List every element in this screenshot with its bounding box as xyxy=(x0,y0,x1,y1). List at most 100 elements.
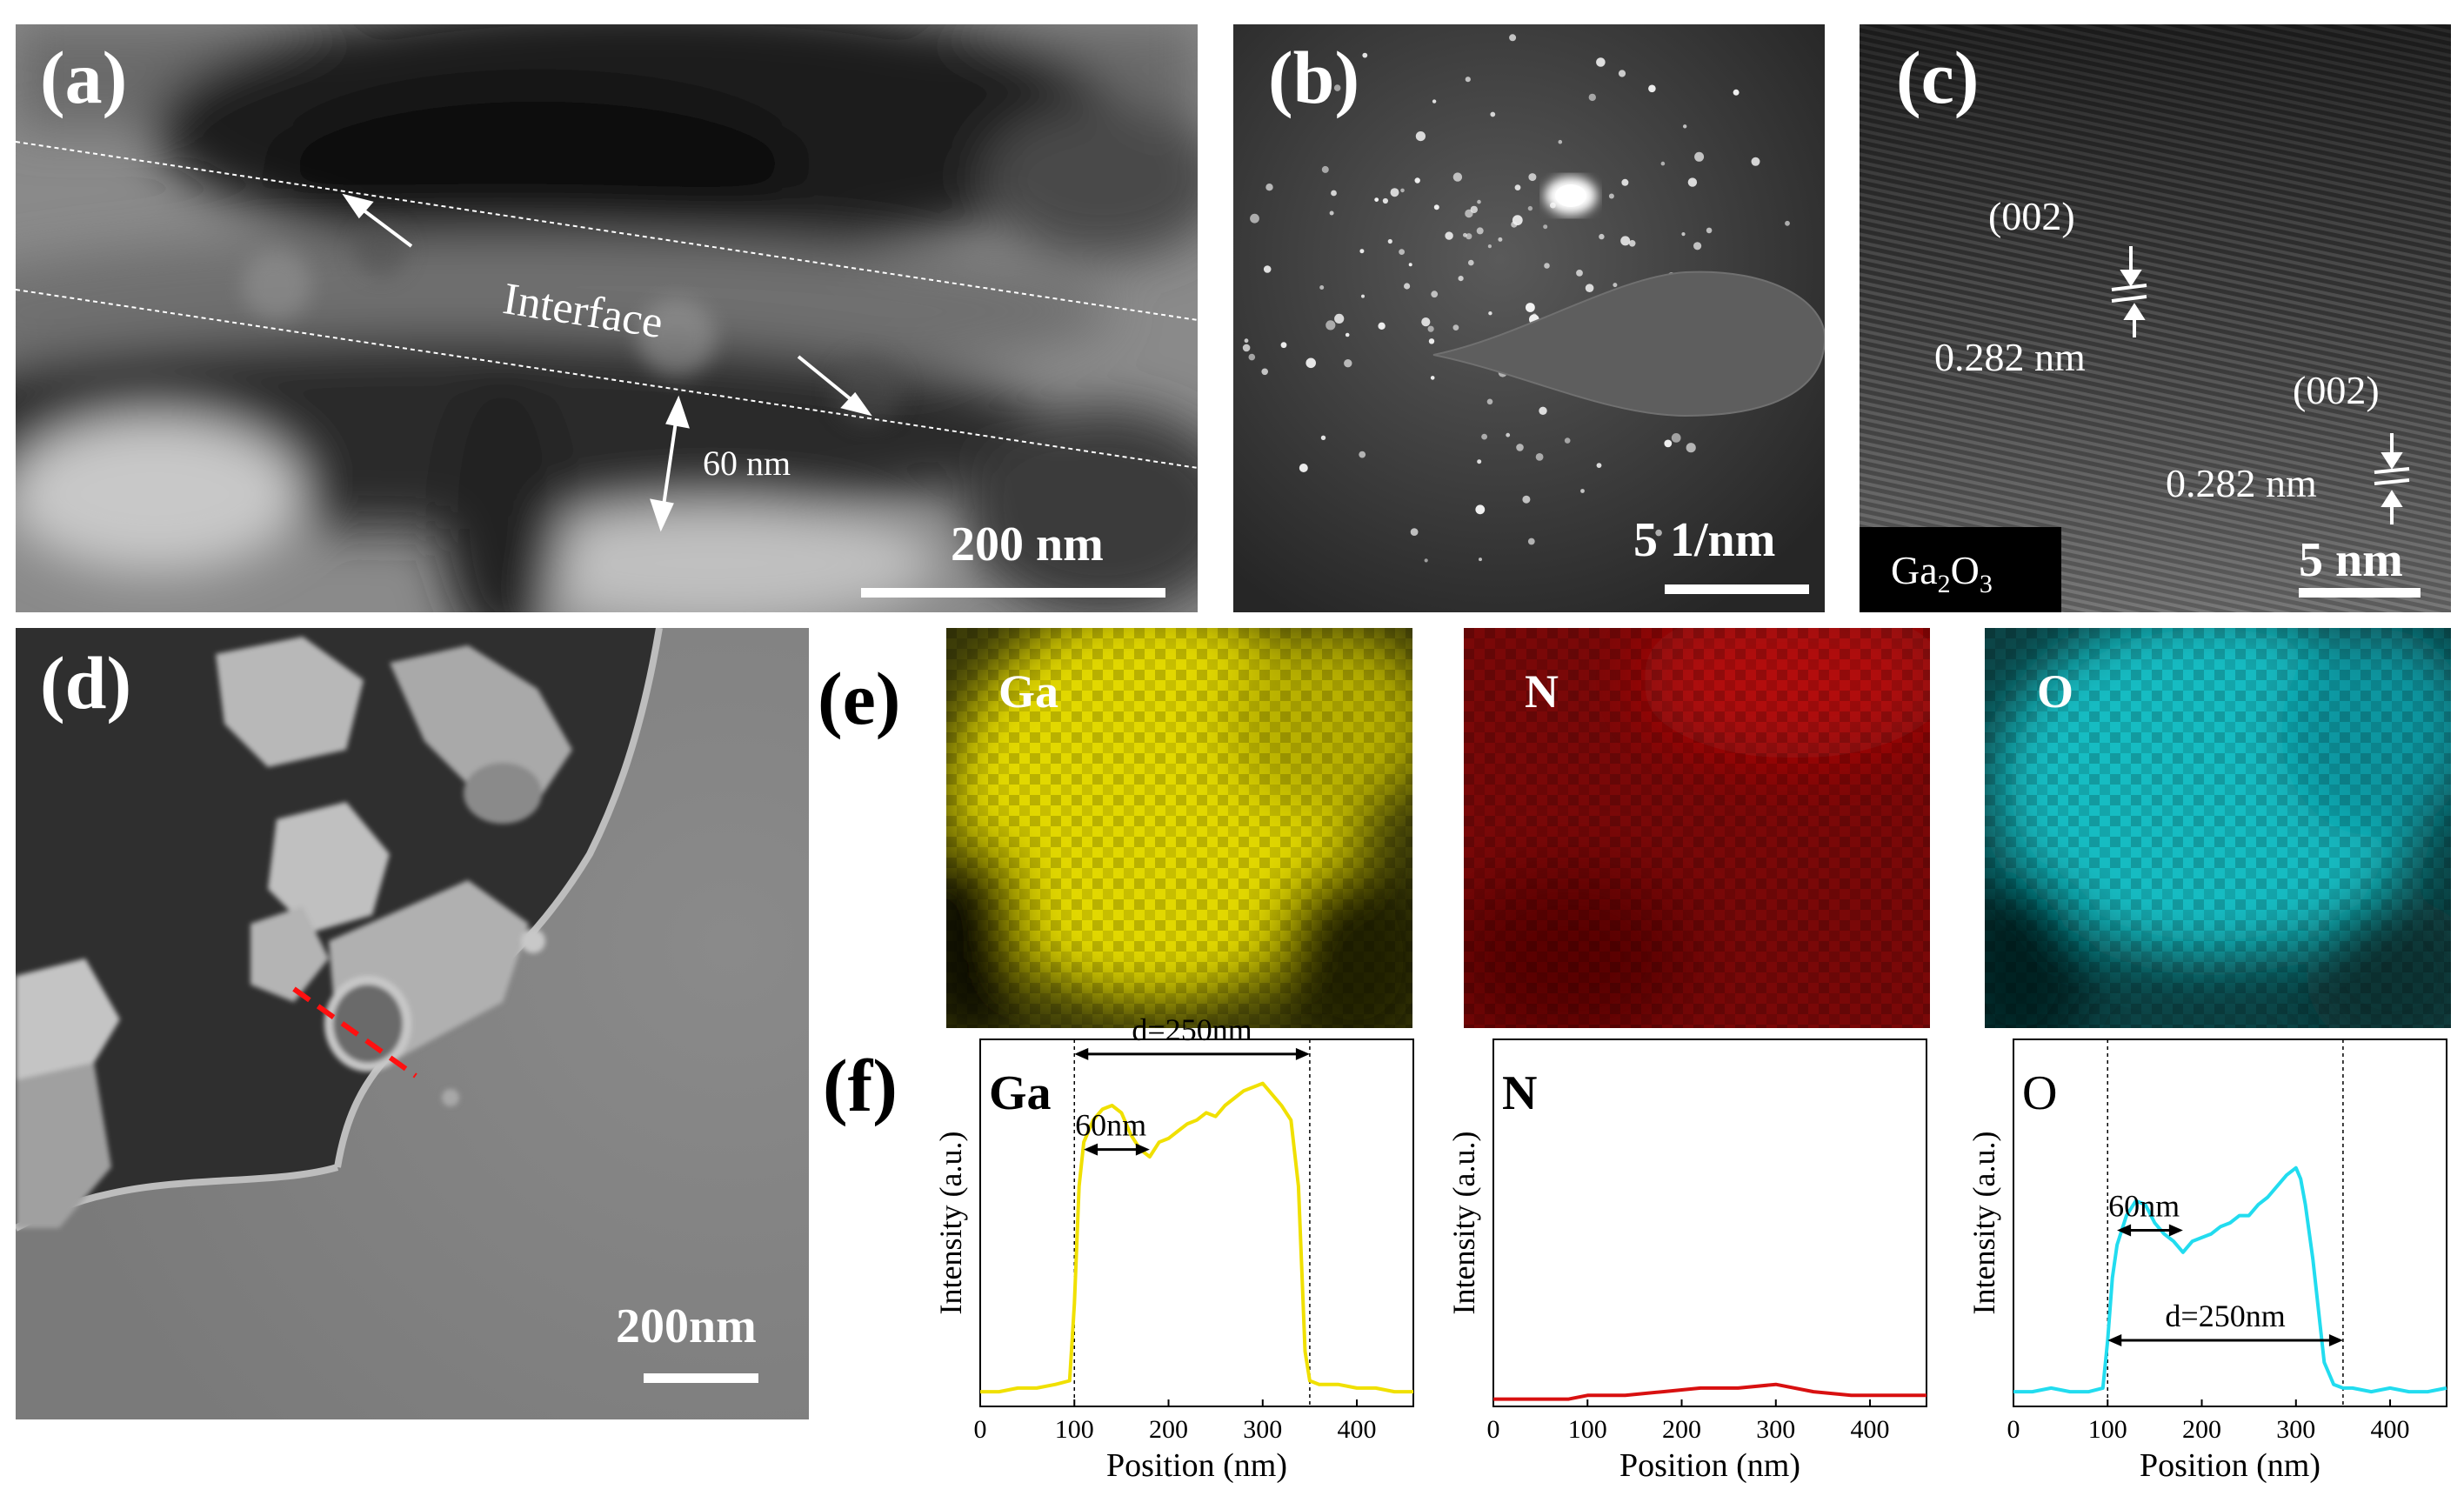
diffraction-spot xyxy=(1265,184,1273,191)
diffraction-spot xyxy=(1544,263,1550,269)
diffraction-spot xyxy=(1433,204,1439,210)
phase-ga: Ga xyxy=(1891,548,1938,592)
diffraction-spot xyxy=(1613,283,1618,288)
diffraction-spot xyxy=(1655,529,1662,537)
diffraction-spot xyxy=(1596,57,1606,67)
diffraction-spot xyxy=(1321,165,1329,173)
x-tick-label: 400 xyxy=(2371,1415,2410,1444)
diffraction-spot xyxy=(1706,227,1713,234)
diffraction-spot xyxy=(1250,213,1259,224)
x-tick-label: 100 xyxy=(1568,1415,1607,1444)
diffraction-spot xyxy=(1428,338,1435,344)
arrowhead xyxy=(1135,1143,1150,1156)
diffraction-spot xyxy=(1408,263,1412,267)
profile-line-o xyxy=(2013,1165,2447,1394)
hrtem-graphic xyxy=(1860,24,2451,612)
line-scan-path xyxy=(292,986,417,1079)
diffraction-spot xyxy=(1399,249,1405,255)
eds-map-ga-graphic xyxy=(946,628,1412,1028)
diffraction-spot xyxy=(1479,558,1482,562)
diffraction-spot xyxy=(1432,99,1437,104)
diffraction-spot xyxy=(1660,161,1666,166)
arrow-interface-upper xyxy=(357,205,413,248)
diffraction-spot xyxy=(1430,376,1435,380)
arrowhead xyxy=(1084,1143,1098,1156)
diffraction-spot xyxy=(1421,317,1431,327)
diffraction-spot xyxy=(1244,338,1249,344)
diffraction-spot xyxy=(1509,34,1517,42)
panel-d-label: (d) xyxy=(40,641,132,725)
diffraction-spot xyxy=(1487,244,1492,249)
diffraction-spot xyxy=(1305,357,1316,369)
plot-frame xyxy=(1492,1039,1927,1407)
scale-bar-label-a: 200 nm xyxy=(951,518,1104,571)
panel-b-label: (b) xyxy=(1268,36,1360,119)
diffraction-spot xyxy=(1334,313,1345,324)
phase-label: Ga2O3 xyxy=(1891,551,1993,598)
diffraction-spot xyxy=(1361,294,1365,298)
diffraction-spot xyxy=(1378,322,1386,330)
diffraction-spot xyxy=(1431,291,1439,298)
panel-c-hrtem: (c) (002) 0.282 nm (002) 0.282 nm Ga2O3 … xyxy=(1860,24,2451,612)
diffraction-spot xyxy=(1486,398,1493,405)
diffraction-spot xyxy=(1671,433,1681,443)
panel-f-label: (f) xyxy=(823,1044,898,1127)
x-axis-label: Position (nm) xyxy=(1619,1447,1800,1484)
panel-c-label: (c) xyxy=(1896,36,1980,119)
eds-map-o-label: O xyxy=(2037,665,2074,718)
diffraction-spot xyxy=(1558,139,1563,144)
diffraction-spot xyxy=(1733,89,1739,96)
diffraction-spot xyxy=(1686,443,1696,453)
dimension-label: d=250nm xyxy=(2165,1299,2285,1333)
arrowhead xyxy=(2117,1224,2132,1237)
diffraction-spot xyxy=(1475,504,1486,515)
diffraction-spot xyxy=(1320,435,1326,440)
phase-label-box xyxy=(1860,527,2061,612)
x-tick-label: 200 xyxy=(2182,1415,2221,1444)
diffraction-spot xyxy=(1599,233,1605,240)
eds-map-ga-label: Ga xyxy=(998,665,1059,718)
scale-bar-b xyxy=(1665,584,1809,594)
phase-sub-2: 2 xyxy=(1937,570,1951,599)
diffraction-spot xyxy=(1400,188,1405,193)
diffraction-spot xyxy=(1410,528,1419,536)
dimension-label: d=250nm xyxy=(1132,1012,1252,1047)
y-axis-label: Intensity (a.u.) xyxy=(1967,1132,2001,1315)
plane-label-2: (002) xyxy=(2293,368,2380,412)
phase-o: O xyxy=(1950,548,1980,592)
eds-map-o: O xyxy=(1985,628,2451,1028)
diffraction-spot xyxy=(1580,489,1585,493)
diffraction-spot xyxy=(1331,190,1337,197)
diffraction-spot xyxy=(1516,444,1524,451)
line-profile-n: 0 100 200 300 400 N Position (nm) Intensity (a.… xyxy=(1446,1039,1927,1484)
diffraction-spot xyxy=(1374,197,1379,203)
element-label: Ga xyxy=(989,1066,1052,1120)
diffraction-spot xyxy=(1319,285,1325,290)
diffraction-spot xyxy=(1522,495,1531,504)
panel-d-sem-image: (d) 200nm xyxy=(16,628,809,1419)
diffraction-spot xyxy=(1535,453,1544,461)
diffraction-spot xyxy=(1488,311,1492,316)
element-label: O xyxy=(2022,1066,2057,1120)
x-tick-label: 200 xyxy=(1662,1415,1701,1444)
diffraction-spot xyxy=(1468,259,1474,266)
x-tick-label: 0 xyxy=(974,1415,987,1444)
diffraction-spot xyxy=(1621,178,1629,186)
diffraction-spot xyxy=(1490,111,1496,117)
diffraction-spot xyxy=(1427,325,1434,332)
diffraction-spot xyxy=(1477,199,1481,204)
diffraction-spot xyxy=(1693,242,1702,250)
sem-graphic xyxy=(16,628,809,1419)
diffraction-spot xyxy=(1362,52,1368,58)
diffraction-spot xyxy=(1506,432,1511,437)
diffraction-spot xyxy=(1424,558,1428,563)
panel-e-label: (e) xyxy=(818,657,901,740)
diffraction-spot xyxy=(1452,324,1459,331)
tem-image-graphic xyxy=(16,24,1198,612)
diffraction-spot xyxy=(1248,353,1256,361)
eds-map-ga: Ga xyxy=(946,628,1412,1028)
diffraction-spot xyxy=(1329,210,1334,216)
diffraction-spot xyxy=(1445,231,1453,240)
arrowhead xyxy=(1074,1047,1089,1060)
